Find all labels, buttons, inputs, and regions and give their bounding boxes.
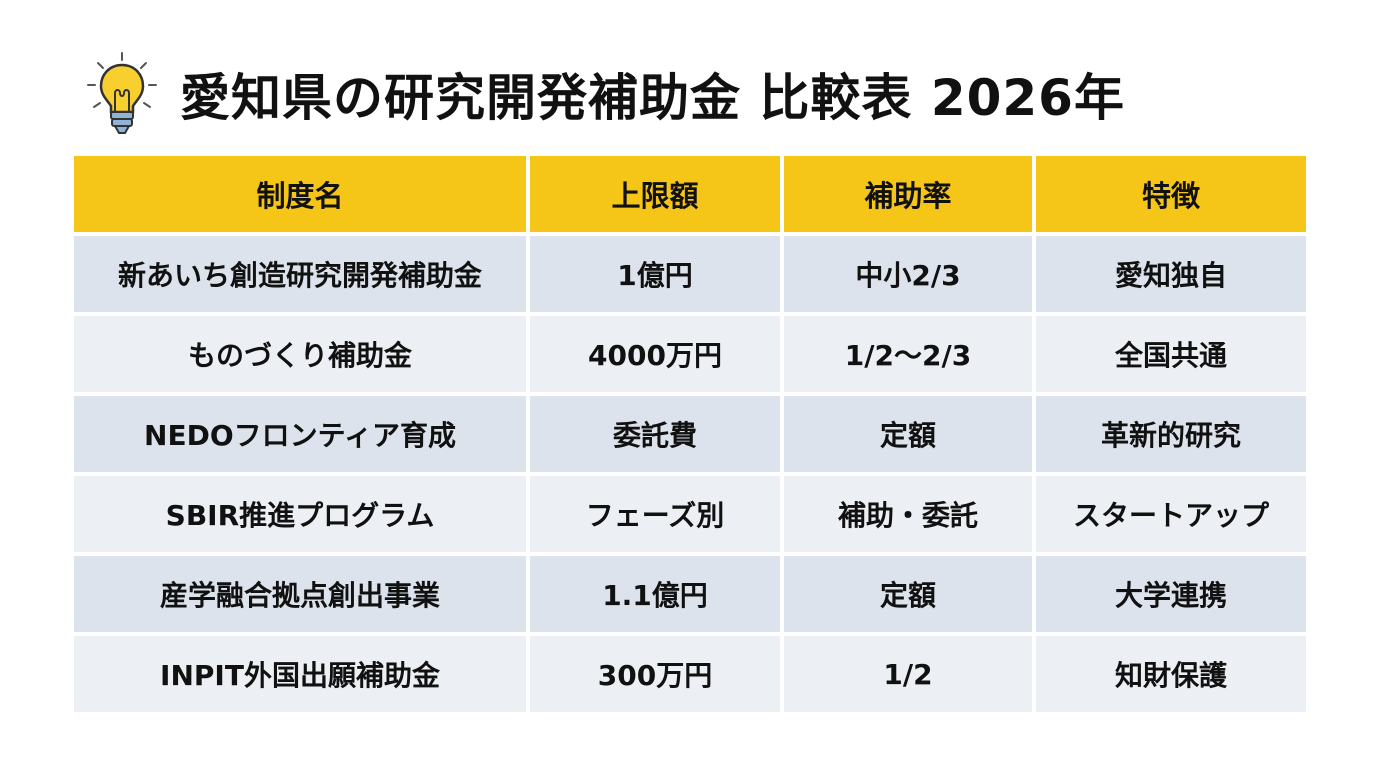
cell-feature: スタートアップ <box>1036 476 1306 552</box>
table-row: INPIT外国出願補助金 300万円 1/2 知財保護 <box>74 636 1306 712</box>
cell-feature: 知財保護 <box>1036 636 1306 712</box>
page-title: 愛知県の研究開発補助金 比較表 2026年 <box>180 69 1125 127</box>
cell-subsidy-rate: 定額 <box>784 396 1032 472</box>
cell-max-amount: 委託費 <box>530 396 780 472</box>
cell-program-name: 新あいち創造研究開発補助金 <box>74 236 526 312</box>
table-row: 産学融合拠点創出事業 1.1億円 定額 大学連携 <box>74 556 1306 632</box>
cell-subsidy-rate: 中小2/3 <box>784 236 1032 312</box>
header-feature: 特徴 <box>1036 156 1306 232</box>
comparison-table: 制度名 上限額 補助率 特徴 新あいち創造研究開発補助金 1億円 中小2/3 愛… <box>74 156 1306 712</box>
cell-subsidy-rate: 定額 <box>784 556 1032 632</box>
cell-program-name: ものづくり補助金 <box>74 316 526 392</box>
table-row: SBIR推進プログラム フェーズ別 補助・委託 スタートアップ <box>74 476 1306 552</box>
header-max-amount: 上限額 <box>530 156 780 232</box>
cell-max-amount: 300万円 <box>530 636 780 712</box>
cell-subsidy-rate: 1/2〜2/3 <box>784 316 1032 392</box>
title-row: 愛知県の研究開発補助金 比較表 2026年 <box>84 44 1125 144</box>
cell-feature: 大学連携 <box>1036 556 1306 632</box>
cell-program-name: 産学融合拠点創出事業 <box>74 556 526 632</box>
cell-feature: 革新的研究 <box>1036 396 1306 472</box>
cell-max-amount: 1億円 <box>530 236 780 312</box>
header-program-name: 制度名 <box>74 156 526 232</box>
lightbulb-icon <box>87 52 157 134</box>
table-row: NEDOフロンティア育成 委託費 定額 革新的研究 <box>74 396 1306 472</box>
cell-max-amount: フェーズ別 <box>530 476 780 552</box>
cell-max-amount: 4000万円 <box>530 316 780 392</box>
cell-subsidy-rate: 1/2 <box>784 636 1032 712</box>
cell-program-name: NEDOフロンティア育成 <box>74 396 526 472</box>
cell-feature: 愛知独自 <box>1036 236 1306 312</box>
header-subsidy-rate: 補助率 <box>784 156 1032 232</box>
cell-subsidy-rate: 補助・委託 <box>784 476 1032 552</box>
table-header-row: 制度名 上限額 補助率 特徴 <box>74 156 1306 232</box>
table-row: 新あいち創造研究開発補助金 1億円 中小2/3 愛知独自 <box>74 236 1306 312</box>
cell-program-name: INPIT外国出願補助金 <box>74 636 526 712</box>
cell-max-amount: 1.1億円 <box>530 556 780 632</box>
cell-program-name: SBIR推進プログラム <box>74 476 526 552</box>
cell-feature: 全国共通 <box>1036 316 1306 392</box>
table-row: ものづくり補助金 4000万円 1/2〜2/3 全国共通 <box>74 316 1306 392</box>
